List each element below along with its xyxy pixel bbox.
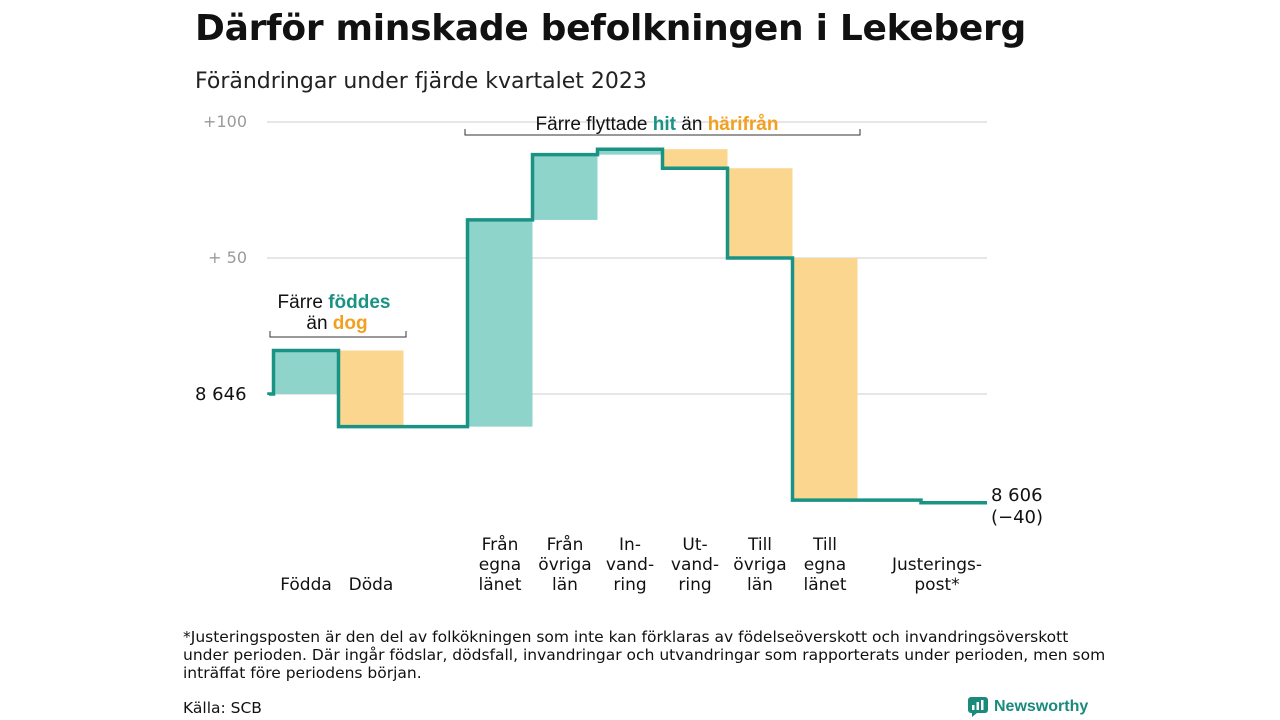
- bar-2: [467, 219, 533, 427]
- bar-4: [597, 149, 663, 155]
- category-label: övriga: [733, 555, 786, 575]
- category-label: Födda: [280, 575, 332, 595]
- category-label: post*: [914, 575, 959, 595]
- chart-subtitle: Förändringar under fjärde kvartalet 2023: [195, 69, 647, 94]
- bar-1: [338, 350, 404, 427]
- category-label: vand-: [606, 555, 654, 575]
- newsworthy-icon: [968, 697, 988, 717]
- brand-name: Newsworthy: [994, 698, 1089, 715]
- category-label: Från: [547, 534, 584, 555]
- annotation-births-deaths: än dog: [306, 313, 367, 334]
- end-value-label: 8 606: [991, 485, 1043, 506]
- category-label: län: [747, 575, 773, 595]
- annotation-migration: Färre flyttade hit än härifrån: [536, 114, 779, 135]
- end-value-label: (−40): [991, 507, 1043, 528]
- category-label: län: [552, 575, 578, 595]
- bar-5: [662, 149, 728, 169]
- category-label: In-: [619, 535, 641, 555]
- category-label: Till: [812, 535, 837, 555]
- category-label: Döda: [349, 575, 394, 595]
- bar-7: [792, 258, 858, 501]
- category-label: egna: [804, 555, 846, 575]
- bar-0: [273, 350, 339, 394]
- category-label: ring: [613, 575, 646, 595]
- annotation-births-deaths: Färre föddes: [278, 292, 391, 313]
- footnote: *Justeringsposten är den del av folkökni…: [183, 628, 1106, 682]
- y-tick-label: +100: [203, 112, 247, 131]
- category-label: övriga: [538, 555, 591, 575]
- category-label: Ut-: [682, 535, 707, 555]
- category-label: Justerings-: [891, 555, 982, 575]
- bar-6: [727, 168, 793, 258]
- category-label: ring: [678, 575, 711, 595]
- category-label: Till: [747, 535, 772, 555]
- category-label: Från: [482, 534, 519, 555]
- annotation-bracket-births: [269, 331, 407, 338]
- category-label: länet: [803, 575, 846, 595]
- bar-3: [532, 154, 598, 220]
- category-label: länet: [478, 575, 521, 595]
- start-value-label: 8 646: [195, 384, 247, 405]
- waterfall-line: [267, 147, 987, 505]
- source-label: Källa: SCB: [183, 699, 262, 717]
- annotation-bracket-migration: [464, 129, 861, 136]
- newsworthy-logo: Newsworthy: [968, 697, 1088, 717]
- category-label: egna: [479, 555, 521, 575]
- category-label: vand-: [671, 555, 719, 575]
- chart-title: Därför minskade befolkningen i Lekeberg: [195, 8, 1026, 49]
- y-tick-label: + 50: [208, 248, 247, 267]
